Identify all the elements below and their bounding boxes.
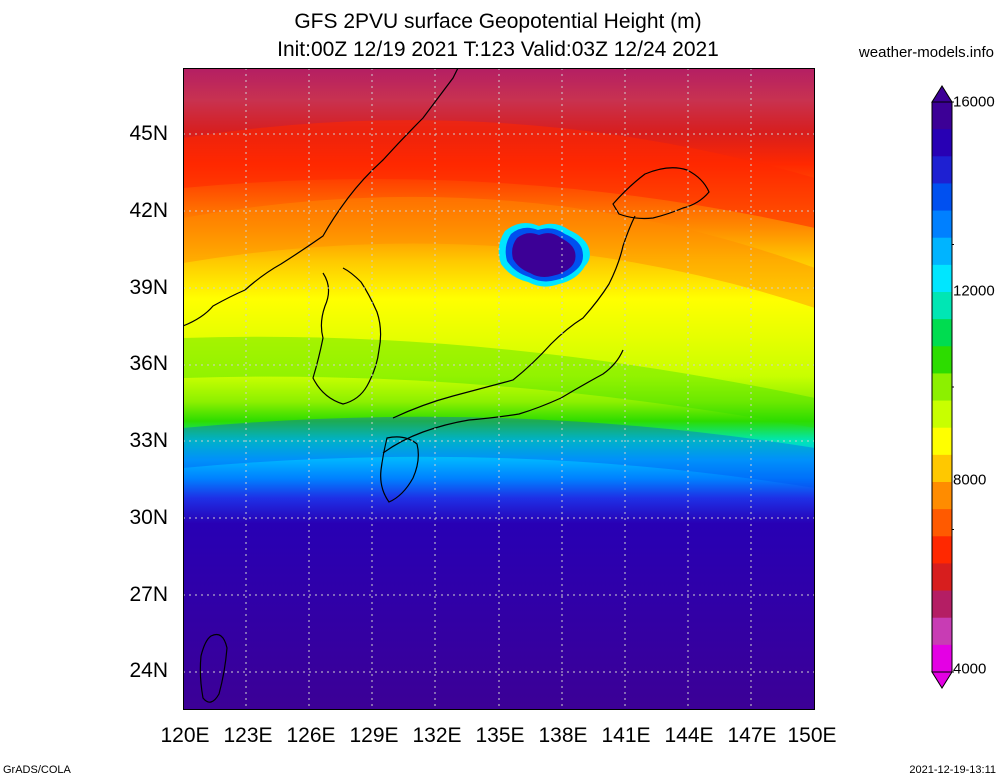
colorbar-label-8000: 8000 (953, 471, 987, 489)
jet-band-upper (183, 120, 815, 228)
lat-label-27n: 27N (129, 583, 168, 606)
lon-label-129e: 129E (349, 724, 399, 747)
lon-label-144e: 144E (664, 724, 714, 747)
colorbar-label-12000: 12000 (953, 282, 995, 300)
coast-taiwan (199, 633, 228, 703)
colorbar-label-4000: 4000 (953, 660, 987, 678)
colorbar-swatch (932, 536, 952, 564)
colorbar-swatch (932, 644, 952, 673)
colorbar-swatch (932, 590, 952, 619)
credit-label: weather-models.info (858, 44, 994, 61)
colorbar-swatch (932, 237, 952, 266)
map-border (183, 68, 815, 710)
coast-japan-south (382, 349, 624, 454)
lat-label-45n: 45N (129, 122, 168, 145)
map-title: GFS 2PVU surface Geopotential Height (m) (294, 10, 702, 33)
colorbar-swatch (932, 129, 952, 157)
colorbar-swatch (932, 373, 952, 402)
green-band (183, 336, 815, 428)
lon-label-150e: 150E (787, 724, 837, 747)
lon-label-141e: 141E (601, 724, 651, 747)
lon-label-132e: 132E (412, 724, 462, 747)
coast-korea (312, 267, 382, 405)
lon-label-147e: 147E (727, 724, 777, 747)
coast-japan-honshu (392, 215, 636, 419)
colorbar-swatch (932, 264, 952, 293)
timestamp: 2021-12-19-13:11 (909, 764, 996, 776)
colorbar-min-arrow (931, 671, 953, 689)
map-plot (183, 68, 815, 710)
colorbar-swatch (932, 183, 952, 212)
lon-label-120e: 120E (160, 724, 210, 747)
lon-label-123e: 123E (223, 724, 273, 747)
lat-label-30n: 30N (129, 506, 168, 529)
colorbar-swatch (932, 454, 952, 483)
grads-credit: GrADS/COLA (3, 764, 71, 776)
lat-label-39n: 39N (129, 276, 168, 299)
colorbar-swatch (932, 156, 952, 184)
lon-label-138e: 138E (538, 724, 588, 747)
graticule (183, 68, 815, 710)
coast-china (183, 68, 459, 327)
colorbar-swatch (932, 210, 952, 239)
colorbar-max-arrow (931, 85, 953, 103)
colorbar-swatch (932, 563, 952, 592)
jet-band-lower (183, 196, 815, 308)
colorbar-swatch (932, 346, 952, 374)
colorbar-swatch (932, 102, 952, 130)
coastlines (183, 68, 710, 703)
lat-label-36n: 36N (129, 352, 168, 375)
high-blob-core (512, 233, 576, 277)
colorbar-swatch (932, 617, 952, 646)
lat-label-24n: 24N (129, 659, 168, 682)
colorbar-swatch (932, 509, 952, 537)
colorbar-label-16000: 16000 (953, 93, 995, 111)
colorbar-swatch (932, 292, 952, 320)
lat-label-33n: 33N (129, 429, 168, 452)
coast-kyushu (380, 436, 419, 503)
coast-hokkaido (612, 167, 710, 220)
lon-label-126e: 126E (286, 724, 336, 747)
colorbar-swatch (932, 400, 952, 429)
lat-label-42n: 42N (129, 199, 168, 222)
colorbar-swatch (932, 482, 952, 510)
colorbar-swatch (932, 427, 952, 456)
lon-label-135e: 135E (475, 724, 525, 747)
colorbar (931, 85, 954, 689)
colorbar-swatch (932, 319, 952, 347)
map-subtitle: Init:00Z 12/19 2021 T:123 Valid:03Z 12/2… (277, 38, 719, 61)
